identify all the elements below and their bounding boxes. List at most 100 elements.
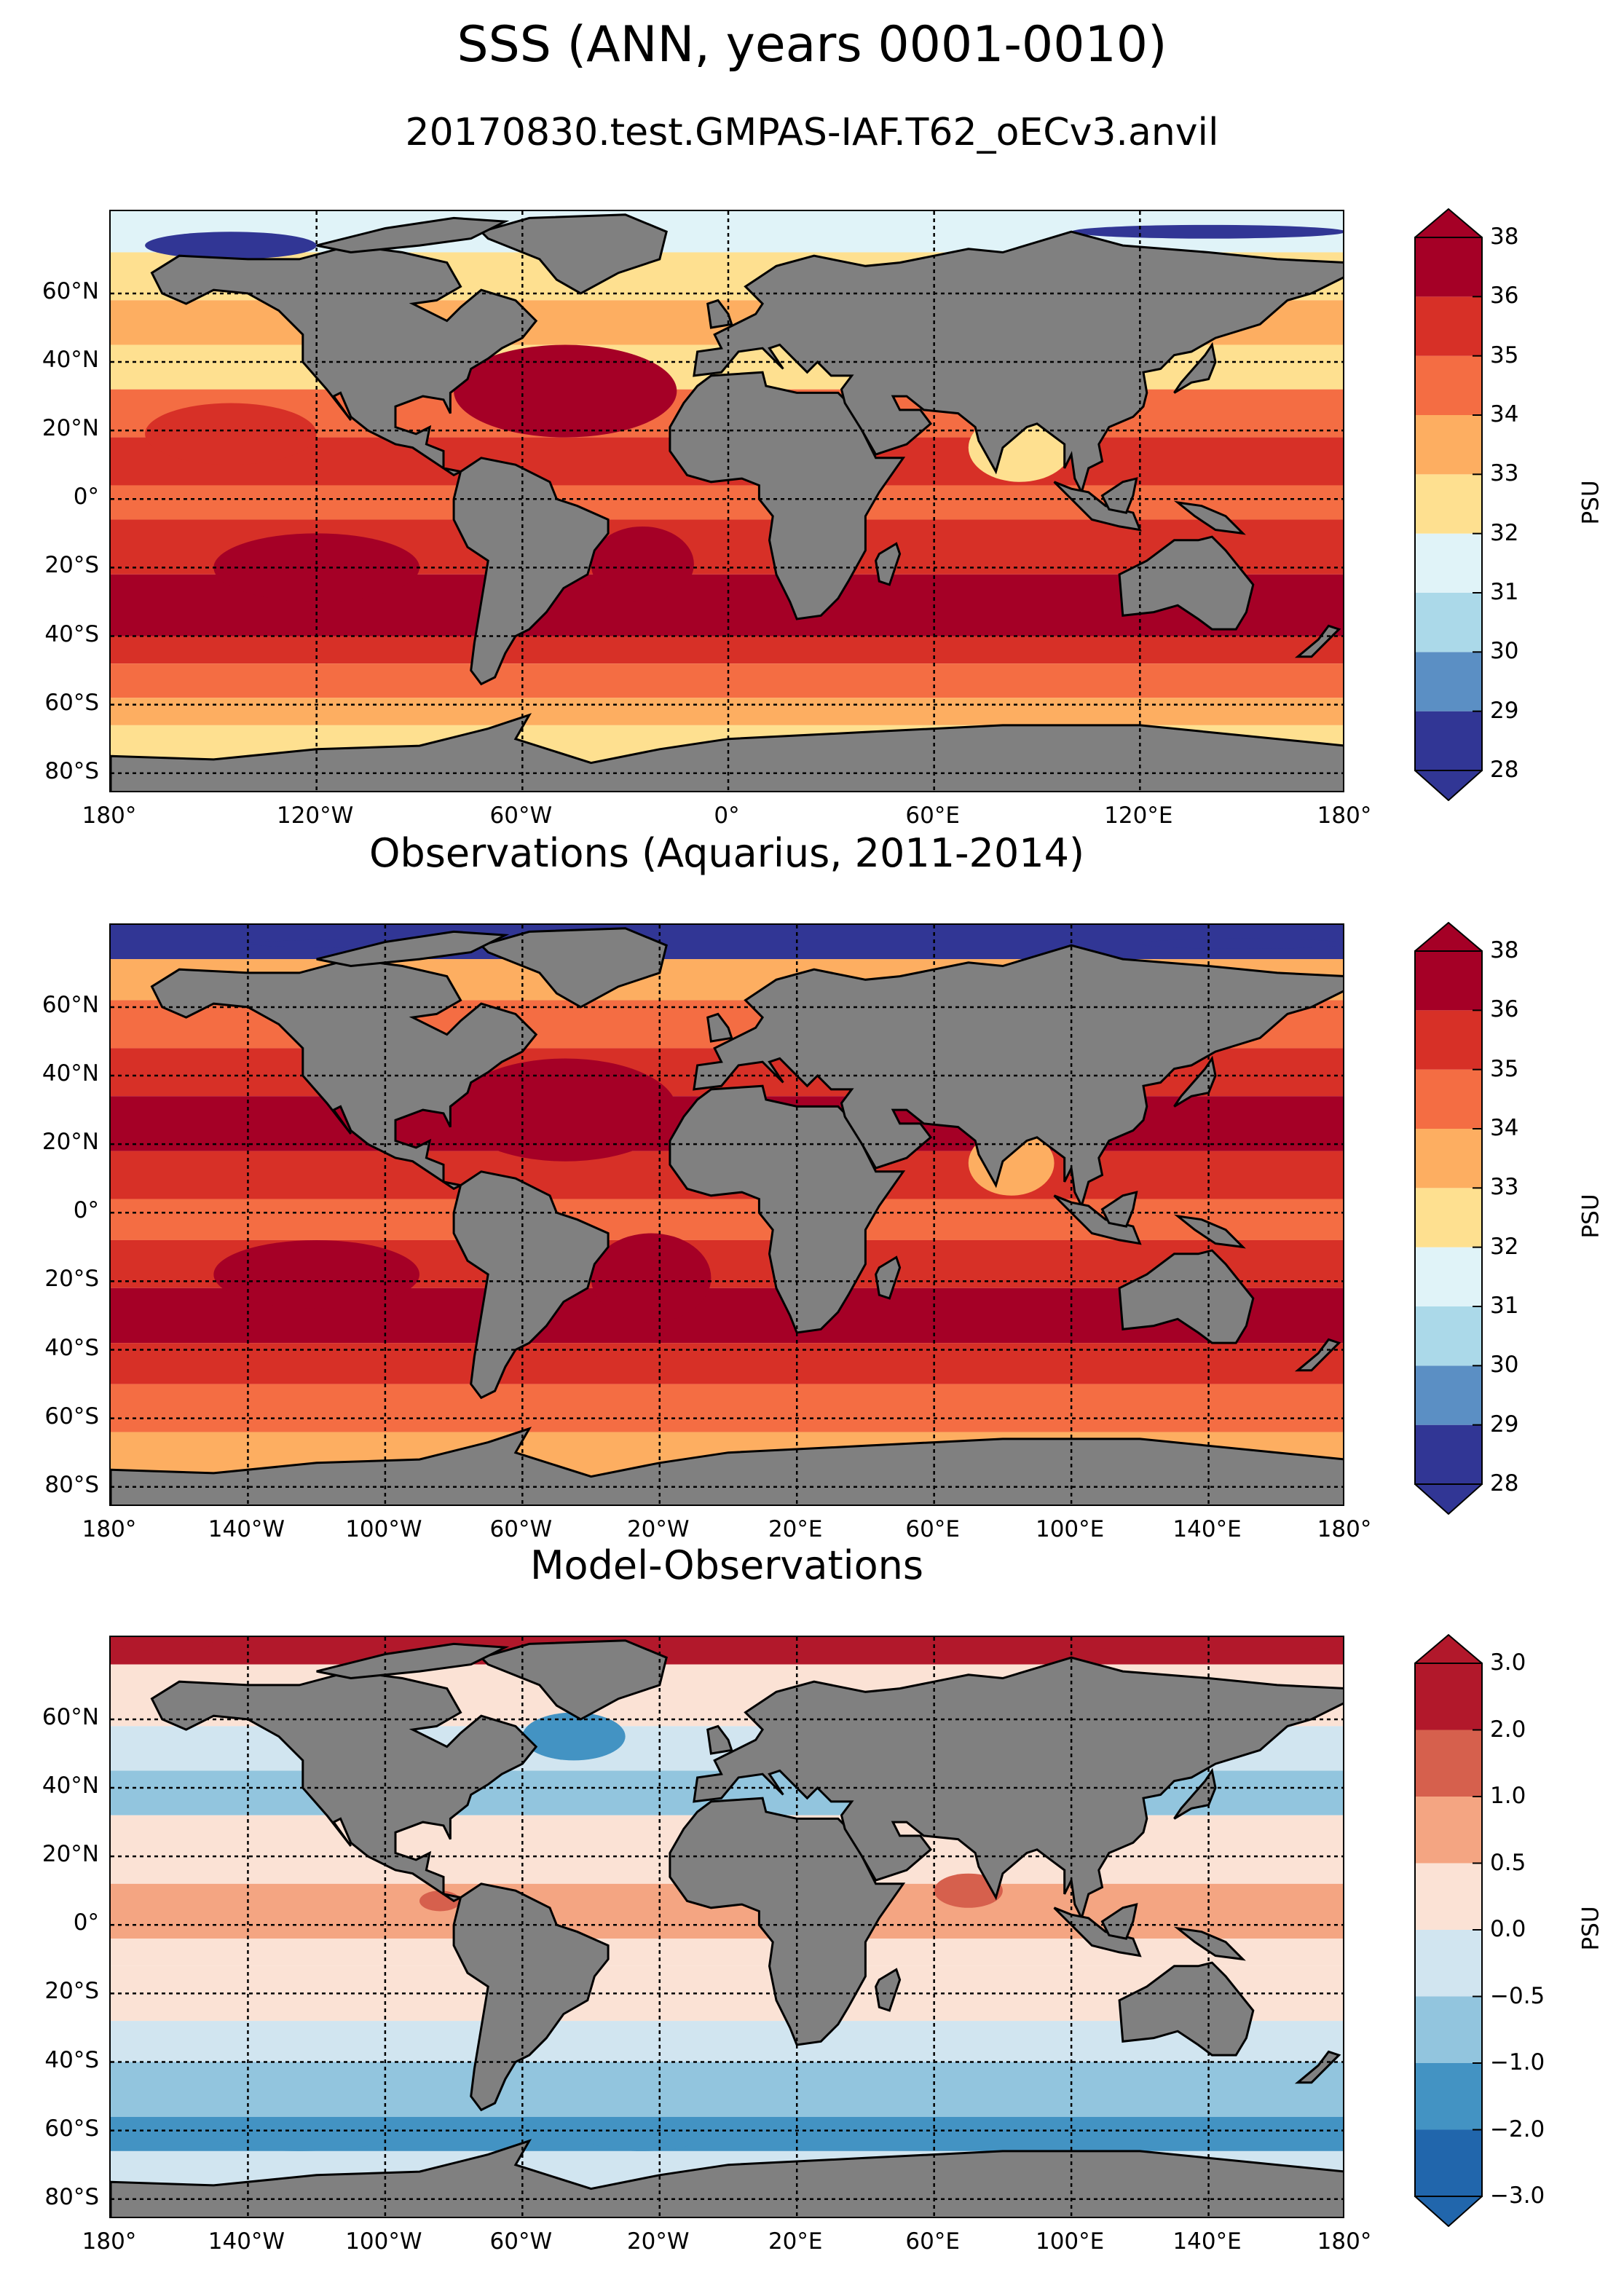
salinity-region bbox=[1140, 938, 1343, 949]
colorbar-tick-label: 35 bbox=[1490, 342, 1519, 368]
panel-3-colorbar: −3.0 −2.0 −1.0 −0.5 0.0 0.5 1.0 2.0 3.0 PSU bbox=[1414, 1634, 1604, 2227]
landmass-new-guinea bbox=[1173, 1926, 1246, 1961]
landmass-japan bbox=[1173, 1055, 1217, 1108]
colorbar-tick-label: −0.5 bbox=[1490, 1982, 1545, 2009]
land-mask bbox=[111, 927, 1343, 1505]
colorbar-segment bbox=[1415, 1010, 1482, 1070]
lon-tick-label: 60°E bbox=[905, 1516, 960, 1542]
panel-3-title: Model-Observations bbox=[529, 1542, 924, 1588]
colorbar-segment bbox=[1415, 1930, 1482, 1997]
lat-tick-label: 60°N bbox=[42, 991, 99, 1018]
landmass-japan bbox=[1173, 1767, 1217, 1820]
colorbar-segment bbox=[1415, 1996, 1482, 2063]
colorbar-segment bbox=[1415, 593, 1482, 652]
lon-tick-label: 20°E bbox=[768, 1516, 823, 1542]
salinity-region bbox=[591, 526, 694, 602]
colorbar-tick-label: 30 bbox=[1490, 638, 1519, 665]
salinity-region bbox=[145, 403, 317, 465]
landmass-japan bbox=[1173, 342, 1217, 394]
lat-tick-label: 40°N bbox=[42, 1773, 99, 1799]
colorbar-segment bbox=[1415, 652, 1482, 711]
colorbar-extend-min bbox=[1414, 770, 1483, 801]
salinity-band bbox=[111, 1199, 1343, 1240]
lon-tick-label: 120°E bbox=[1104, 803, 1173, 829]
landmass-borneo bbox=[1100, 1191, 1138, 1228]
lon-tick-label: 20°W bbox=[626, 1516, 690, 1542]
salinity-band bbox=[111, 2062, 1343, 2117]
landmass-uk bbox=[706, 299, 733, 329]
lat-tick-label: 40°S bbox=[44, 1334, 99, 1361]
colorbar-label: PSU bbox=[1577, 1194, 1604, 1239]
colorbar-extend-max bbox=[1414, 208, 1483, 238]
landmass-uk bbox=[706, 1012, 733, 1043]
colorbar-tick-label: 31 bbox=[1490, 579, 1519, 605]
colorbar-tick-label: −2.0 bbox=[1490, 2116, 1545, 2142]
lat-tick-label: 20°N bbox=[42, 415, 99, 442]
lon-tick-label: 100°W bbox=[345, 1516, 422, 1542]
colorbar-tick-label: 3.0 bbox=[1490, 1649, 1526, 1676]
colorbar-tick-label: 35 bbox=[1490, 1055, 1519, 1082]
lon-tick-label: 140°E bbox=[1172, 2228, 1242, 2255]
landmass-australia bbox=[1118, 1961, 1255, 2057]
salinity-region bbox=[522, 1712, 626, 1761]
landmass-new-zealand bbox=[1294, 624, 1341, 658]
colorbar-tick-label: 28 bbox=[1490, 757, 1519, 783]
lon-tick-label: 60°W bbox=[489, 2228, 553, 2255]
salinity-region bbox=[1071, 224, 1343, 239]
landmass-new-guinea bbox=[1173, 1214, 1246, 1249]
panel-2-title: Observations (Aquarius, 2011-2014) bbox=[368, 830, 1085, 876]
panel-1-colorbar: 28 29 30 31 32 33 34 35 36 38 PSU bbox=[1414, 208, 1604, 801]
salinity-region bbox=[145, 232, 317, 259]
landmass-borneo bbox=[1100, 1903, 1138, 1940]
colorbar-segment bbox=[1415, 1797, 1482, 1864]
colorbar-extend-max bbox=[1414, 922, 1483, 952]
landmass-africa bbox=[669, 1084, 906, 1334]
landmass-canadian-arch bbox=[316, 930, 510, 968]
colorbar-segment bbox=[1415, 415, 1482, 475]
colorbar-segment bbox=[1415, 237, 1482, 297]
landmass-indonesia bbox=[1053, 1907, 1142, 1957]
landmass-australia bbox=[1118, 1249, 1255, 1344]
colorbar-tick-label: 38 bbox=[1490, 224, 1519, 250]
colorbar-tick-label: 32 bbox=[1490, 1233, 1519, 1260]
colorbar-segment bbox=[1415, 1730, 1482, 1797]
landmass-borneo bbox=[1100, 477, 1138, 514]
colorbar-segment bbox=[1415, 1069, 1482, 1129]
lon-tick-label: 140°W bbox=[208, 2228, 285, 2255]
colorbar-tick-label: −3.0 bbox=[1490, 2183, 1545, 2209]
lon-tick-label: 100°E bbox=[1035, 2228, 1105, 2255]
lat-tick-label: 20°N bbox=[42, 1129, 99, 1156]
colorbar-label: PSU bbox=[1577, 480, 1604, 525]
landmass-new-zealand bbox=[1294, 2050, 1341, 2084]
lat-tick-label: 40°S bbox=[44, 620, 99, 647]
salinity-region bbox=[213, 1239, 419, 1309]
graticule bbox=[111, 925, 1343, 1505]
lon-tick-label: 60°W bbox=[489, 1516, 553, 1542]
salinity-region bbox=[1071, 1637, 1343, 1651]
colorbar-segment bbox=[1415, 1247, 1482, 1306]
salinity-band bbox=[111, 1384, 1343, 1432]
lon-tick-label: 120°W bbox=[276, 803, 354, 829]
lat-tick-label: 60°S bbox=[44, 2115, 99, 2142]
lat-tick-label: 40°S bbox=[44, 2046, 99, 2073]
colorbar-tick-label: 2.0 bbox=[1490, 1716, 1526, 1743]
colorbar-segment bbox=[1415, 2063, 1482, 2130]
colorbar-tick-label: −1.0 bbox=[1490, 2049, 1545, 2075]
landmass-canadian-arch bbox=[316, 216, 510, 254]
landmass-africa bbox=[669, 371, 906, 620]
landmass-africa bbox=[669, 1797, 906, 2046]
salinity-region bbox=[213, 2124, 385, 2151]
colorbar-tick-label: 36 bbox=[1490, 283, 1519, 309]
lat-tick-label: 60°S bbox=[44, 689, 99, 716]
landmass-indonesia bbox=[1053, 481, 1142, 532]
colorbar-tick-label: 1.0 bbox=[1490, 1783, 1526, 1809]
salinity-region bbox=[934, 1873, 1003, 1908]
salinity-region bbox=[591, 1233, 712, 1322]
graticule bbox=[111, 1637, 1343, 2217]
landmass-antarctica bbox=[111, 2139, 1343, 2217]
panel-1-map bbox=[109, 210, 1344, 792]
colorbar-tick-label: 0.0 bbox=[1490, 1916, 1526, 1942]
colorbar-extend-max bbox=[1414, 1634, 1483, 1664]
colorbar-extend-min bbox=[1414, 2196, 1483, 2227]
colorbar-tick-label: 28 bbox=[1490, 1470, 1519, 1497]
